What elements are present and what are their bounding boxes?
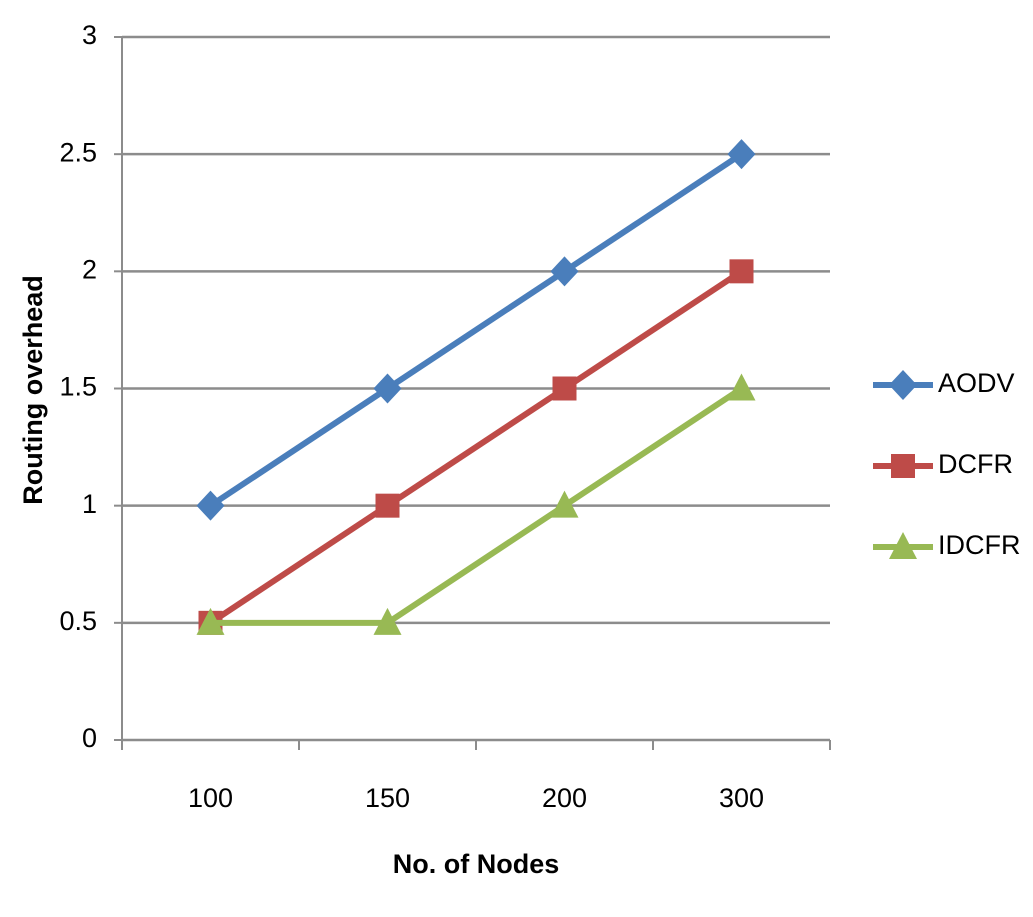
data-point: [373, 373, 402, 404]
legend-label: IDCFR: [938, 530, 1021, 560]
y-tick-label: 2: [82, 254, 97, 284]
legend-label: AODV: [938, 368, 1015, 398]
data-point: [727, 139, 756, 170]
y-tick-label: 3: [82, 20, 97, 50]
legend-marker: [889, 370, 917, 400]
data-point: [375, 493, 400, 518]
data-point: [373, 607, 402, 635]
y-tick-label: 2.5: [59, 137, 97, 167]
legend-label: DCFR: [938, 449, 1013, 479]
series-line: [208, 268, 744, 626]
data-point: [729, 259, 754, 284]
series-line: [210, 385, 744, 626]
y-tick-label: 0: [82, 723, 97, 753]
legend-marker: [891, 454, 915, 478]
y-tick-label: 1.5: [59, 372, 97, 402]
x-tick-label: 150: [365, 783, 410, 813]
x-tick-label: 200: [542, 783, 587, 813]
y-axis-title: Routing overhead: [18, 275, 48, 505]
data-point: [727, 373, 756, 401]
y-tick-label: 0.5: [59, 606, 97, 636]
legend-marker: [889, 532, 917, 559]
y-tick-label: 1: [82, 489, 97, 519]
x-tick-label: 100: [188, 783, 233, 813]
data-point: [552, 376, 577, 401]
data-point: [196, 607, 225, 635]
data-point: [550, 490, 579, 518]
x-tick-label: 300: [719, 783, 764, 813]
data-point: [196, 490, 225, 521]
data-point: [550, 256, 579, 287]
series-line: [208, 151, 744, 509]
x-axis-title: No. of Nodes: [393, 849, 560, 879]
